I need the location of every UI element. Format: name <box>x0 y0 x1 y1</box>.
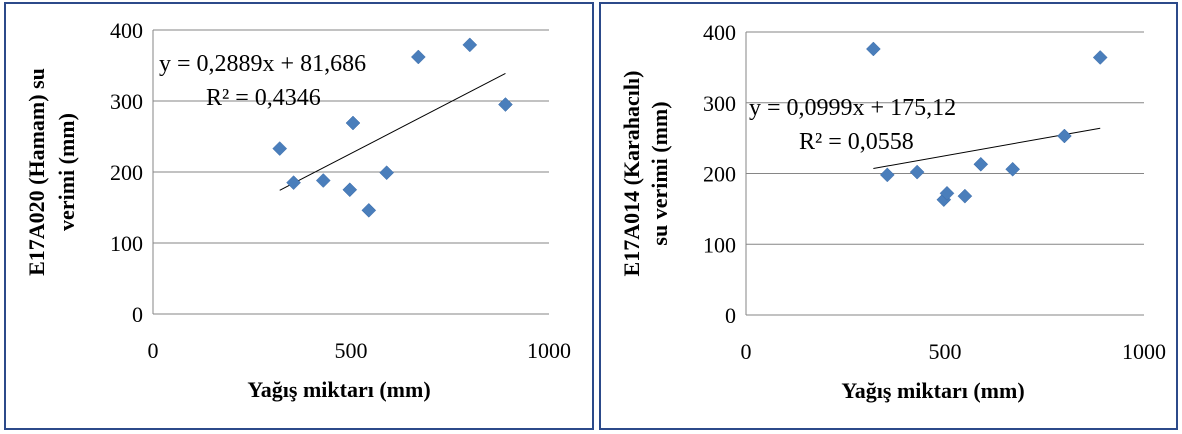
data-point <box>361 202 377 218</box>
x-axis-title: Yağış miktarı (mm) <box>247 377 430 402</box>
data-point <box>410 49 426 65</box>
x-tick-label: 500 <box>929 339 962 364</box>
data-point <box>973 156 989 172</box>
y-tick-label: 200 <box>703 162 736 187</box>
y-axis-title: E17A014 (Karahacılı) su verimi (mm) <box>619 71 672 277</box>
y-tick-label: 0 <box>725 303 736 328</box>
x-tick-label: 500 <box>335 338 368 363</box>
x-tick-label: 0 <box>148 338 159 363</box>
trendline-equation: y = 0,0999x + 175,12 <box>749 95 956 121</box>
y-axis-title-line: E17A020 (Hamam) su <box>24 68 49 276</box>
trendline <box>279 73 506 191</box>
y-axis-title: E17A020 (Hamam) su verimi (mm) <box>24 68 79 276</box>
data-point <box>1057 128 1072 144</box>
y-axis-title-line: su verimi (mm) <box>647 101 672 245</box>
y-tick-label: 100 <box>703 232 736 257</box>
y-tick-label: 300 <box>110 89 143 114</box>
chart-panel-karahacili: 0 100 200 300 400 0 500 1000 Yağış miktarı (mm) E… <box>599 2 1178 430</box>
y-axis-title-line: verimi (mm) <box>54 113 79 231</box>
r-squared-label: R² = 0,4346 <box>206 85 321 111</box>
y-tick-label: 100 <box>110 231 143 256</box>
data-point <box>957 188 973 204</box>
scatter-chart-karahacili: 0 100 200 300 400 0 500 1000 Yağış miktarı (mm) E… <box>619 20 1166 403</box>
data-point <box>866 41 881 57</box>
data-point <box>345 115 361 131</box>
data-point <box>379 165 394 181</box>
x-tick-label: 1000 <box>527 338 571 363</box>
y-tick-label: 300 <box>703 91 736 116</box>
data-point <box>286 175 301 191</box>
data-point <box>1005 161 1021 177</box>
data-point <box>272 141 288 156</box>
trendline-equation: y = 0,2889x + 81,686 <box>159 51 366 77</box>
r-squared-label: R² = 0,0558 <box>799 129 914 155</box>
data-point <box>939 185 955 201</box>
chart-panel-hamam: 0 100 200 300 400 0 500 1000 Yağış miktarı (mm) E… <box>4 2 594 430</box>
data-point <box>1092 50 1108 65</box>
y-tick-label: 0 <box>132 302 143 327</box>
data-point <box>342 182 358 198</box>
data-point <box>498 97 513 112</box>
x-tick-label: 0 <box>741 339 752 364</box>
y-tick-label: 400 <box>703 20 736 45</box>
y-tick-label: 400 <box>110 18 143 43</box>
x-axis-title: Yağış miktarı (mm) <box>841 378 1024 403</box>
scatter-chart-hamam: 0 100 200 300 400 0 500 1000 Yağış miktarı (mm) E… <box>24 18 571 402</box>
data-point <box>909 164 925 180</box>
data-point <box>879 167 895 183</box>
y-axis-title-line: E17A014 (Karahacılı) <box>619 71 644 277</box>
y-tick-label: 200 <box>110 160 143 185</box>
x-tick-label: 1000 <box>1122 339 1166 364</box>
data-point <box>462 37 478 53</box>
data-point <box>315 173 331 188</box>
